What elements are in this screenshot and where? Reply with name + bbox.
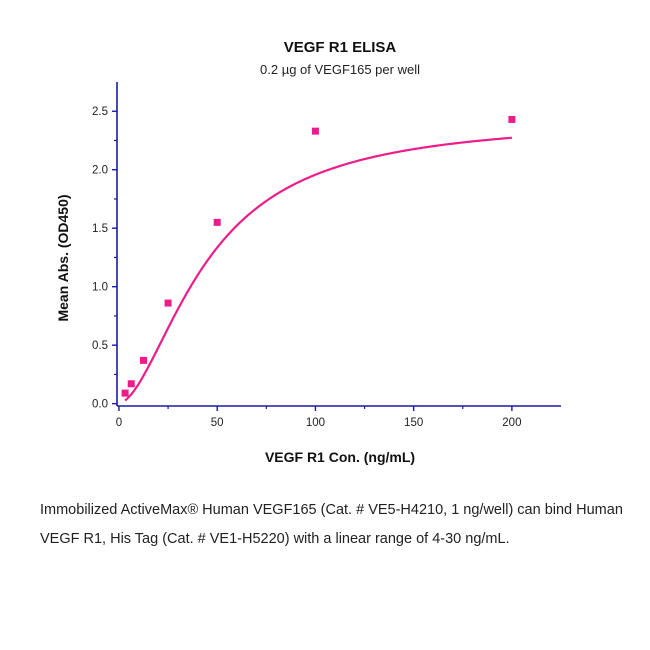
x-tick-label: 50	[211, 417, 224, 429]
data-point	[121, 389, 129, 397]
y-axis-title: Mean Abs. (OD450)	[55, 194, 71, 321]
chart: VEGF R1 ELISA 0.2 µg of VEGF165 per well…	[55, 39, 561, 465]
fit-curve	[124, 136, 512, 402]
data-point	[213, 218, 221, 226]
y-tick-label: 0.5	[92, 340, 108, 352]
data-point	[164, 299, 172, 307]
y-tick-label: 1.5	[92, 223, 108, 235]
x-axis-ticks: 0 50 100 150 200	[116, 406, 521, 429]
x-tick-label: 0	[116, 417, 122, 429]
y-tick-label: 2.0	[92, 165, 108, 177]
y-axis-ticks: 0.0 0.5 1.0 1.5 2.0 2.5	[92, 106, 117, 411]
x-axis-title: VEGF R1 Con. (ng/mL)	[265, 449, 415, 465]
data-point	[311, 127, 319, 135]
chart-subtitle: 0.2 µg of VEGF165 per well	[260, 62, 420, 77]
data-point	[508, 115, 516, 123]
y-tick-label: 2.5	[92, 106, 108, 118]
x-tick-label: 200	[502, 417, 521, 429]
data-point	[127, 380, 135, 388]
x-tick-label: 150	[404, 417, 423, 429]
data-points	[121, 115, 516, 397]
axes	[116, 82, 561, 407]
x-tick-label: 100	[306, 417, 325, 429]
y-tick-label: 0.0	[92, 399, 108, 411]
caption: Immobilized ActiveMax® Human VEGF165 (Ca…	[40, 502, 623, 547]
y-tick-label: 1.0	[92, 282, 108, 294]
data-point	[140, 356, 148, 364]
chart-title: VEGF R1 ELISA	[284, 39, 397, 56]
